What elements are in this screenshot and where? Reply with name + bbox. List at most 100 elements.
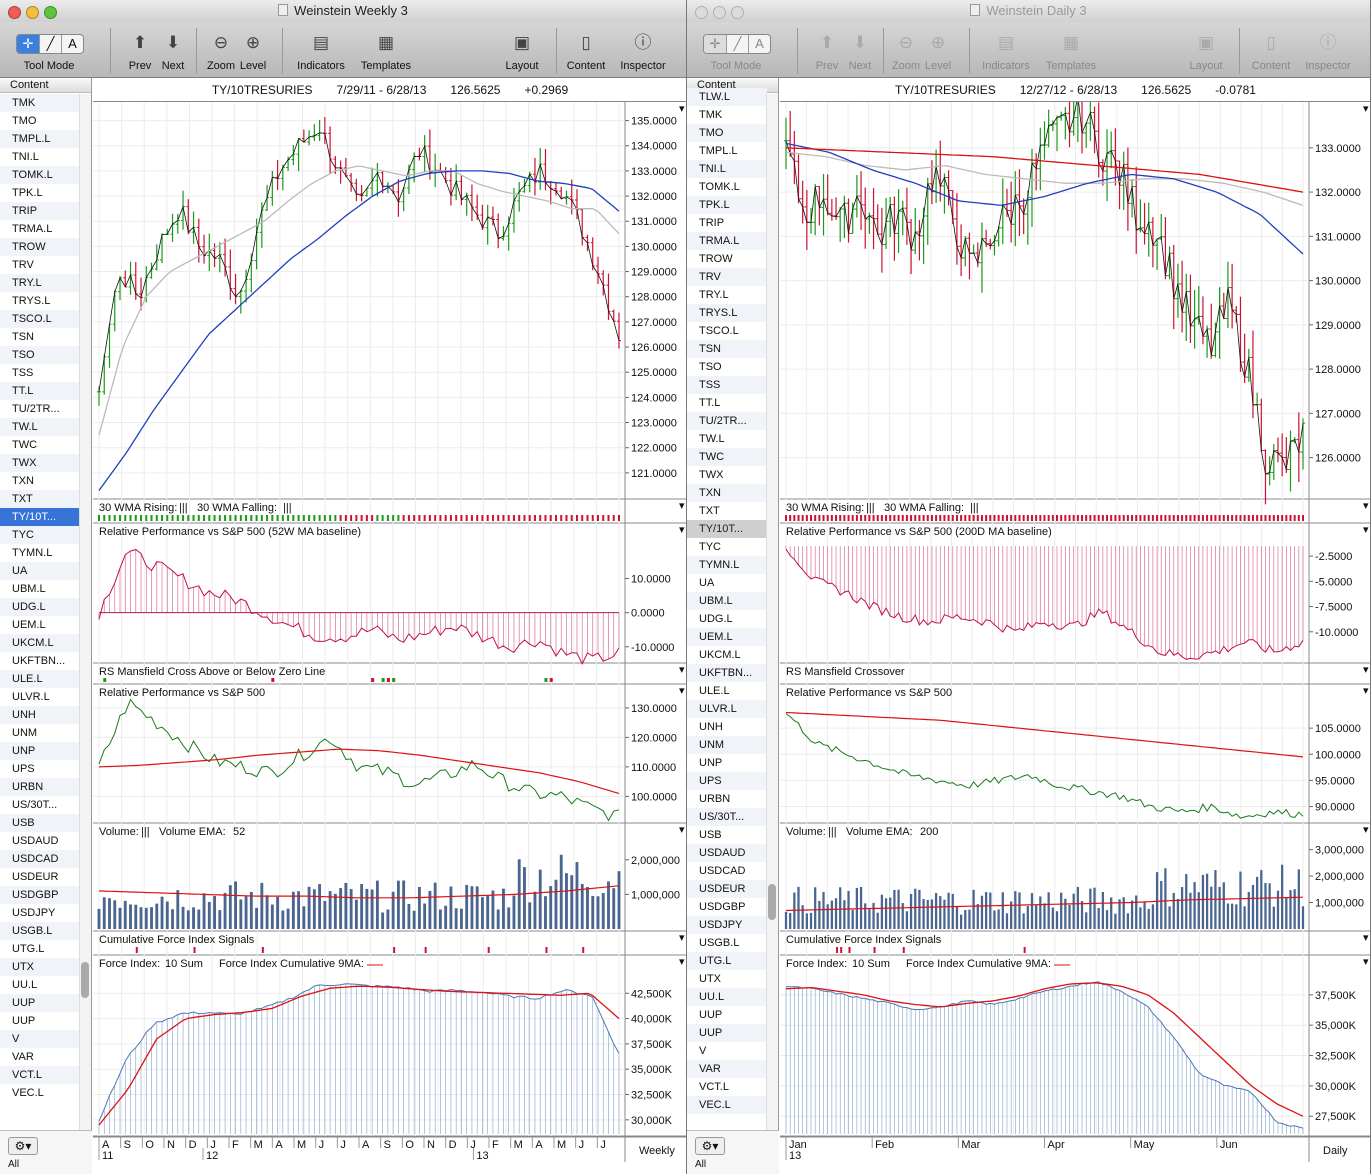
sidebar-item[interactable]: ULVR.L — [0, 688, 80, 706]
prev-button[interactable]: ⬆ Prev — [813, 28, 841, 72]
line-icon[interactable]: ╱ — [726, 35, 748, 53]
sidebar-item[interactable]: V — [687, 1042, 767, 1060]
sidebar-item[interactable]: TOMK.L — [0, 166, 80, 184]
gear-icon[interactable]: ⚙▾ — [8, 1137, 38, 1155]
title-bar[interactable]: Weinstein Daily 3 — [687, 0, 1370, 22]
sidebar-item[interactable]: TXN — [0, 472, 80, 490]
sidebar-item[interactable]: VCT.L — [0, 1066, 80, 1084]
sidebar-item[interactable]: USDAUD — [0, 832, 80, 850]
sidebar-item[interactable]: URBN — [687, 790, 767, 808]
sidebar-item[interactable]: USGB.L — [0, 922, 80, 940]
sidebar-item[interactable]: UPS — [687, 772, 767, 790]
sidebar-item[interactable]: UKFTBN... — [687, 664, 767, 682]
minimize-window-button[interactable] — [26, 6, 39, 19]
sidebar-item[interactable]: TW.L — [687, 430, 767, 448]
sidebar-item[interactable]: UNM — [0, 724, 80, 742]
sidebar-item[interactable]: TRY.L — [0, 274, 80, 292]
sidebar-item[interactable]: ULE.L — [0, 670, 80, 688]
sidebar-item[interactable]: TSO — [0, 346, 80, 364]
sidebar-item[interactable]: UA — [0, 562, 80, 580]
templates-button[interactable]: ▦ Templates — [356, 28, 416, 72]
sidebar-item[interactable]: UUP — [0, 1012, 80, 1030]
all-filter[interactable]: All — [695, 1159, 707, 1170]
sidebar-item[interactable]: TWX — [0, 454, 80, 472]
sidebar-item[interactable]: TYMN.L — [687, 556, 767, 574]
sidebar-item[interactable]: TRY.L — [687, 286, 767, 304]
sidebar-item[interactable]: ULE.L — [687, 682, 767, 700]
crosshair-icon[interactable]: ✛ — [17, 35, 39, 53]
sidebar-item[interactable]: TWC — [0, 436, 80, 454]
sidebar-item[interactable]: UKCM.L — [0, 634, 80, 652]
sidebar-item[interactable]: USDJPY — [687, 916, 767, 934]
zoom-button[interactable]: ⊖ Zoom — [204, 28, 238, 72]
sidebar-item[interactable]: TRV — [0, 256, 80, 274]
sidebar-item[interactable]: USB — [687, 826, 767, 844]
sidebar-item[interactable]: TMK — [687, 106, 767, 124]
sidebar-item[interactable]: VAR — [0, 1048, 80, 1066]
sidebar-item[interactable]: TYC — [0, 526, 80, 544]
sidebar-item[interactable]: UUP — [0, 994, 80, 1012]
sidebar-item[interactable]: USDGBP — [0, 886, 80, 904]
sidebar-item[interactable]: UNH — [0, 706, 80, 724]
indicators-button[interactable]: ▤ Indicators — [292, 28, 350, 72]
sidebar-item[interactable]: TU/2TR... — [0, 400, 80, 418]
sidebar-item[interactable]: TSS — [0, 364, 80, 382]
sidebar-item[interactable]: USB — [0, 814, 80, 832]
sidebar-item[interactable]: TRMA.L — [0, 220, 80, 238]
chart-area[interactable]: TY/10TRESURIES 12/27/12 - 6/28/13 126.5625… — [780, 78, 1370, 1174]
tool-mode-control[interactable]: ✛ ╱ A Tool Mode — [703, 28, 771, 72]
minimize-window-button[interactable] — [713, 6, 726, 19]
tool-mode-control[interactable]: ✛ ╱ A Tool Mode — [16, 28, 84, 72]
sidebar-item[interactable]: TWX — [687, 466, 767, 484]
level-button[interactable]: ⊕ Level — [921, 28, 955, 72]
sidebar-scrollbar[interactable] — [79, 94, 91, 1130]
sidebar-item[interactable]: TWC — [687, 448, 767, 466]
sidebar-item[interactable]: UUP — [687, 1024, 767, 1042]
content-button[interactable]: ▯ Content — [1247, 28, 1295, 72]
zoom-window-button[interactable] — [731, 6, 744, 19]
sidebar-item[interactable]: TOMK.L — [687, 178, 767, 196]
sidebar-item[interactable]: USGB.L — [687, 934, 767, 952]
inspector-button[interactable]: ⓘ Inspector — [1301, 28, 1355, 72]
sidebar-item[interactable]: UEM.L — [687, 628, 767, 646]
indicators-button[interactable]: ▤ Indicators — [977, 28, 1035, 72]
sidebar-item[interactable]: US/30T... — [687, 808, 767, 826]
sidebar-item[interactable]: USDEUR — [687, 880, 767, 898]
sidebar-item[interactable]: TROW — [0, 238, 80, 256]
next-button[interactable]: ⬇ Next — [845, 28, 875, 72]
sidebar-item[interactable]: UDG.L — [0, 598, 80, 616]
sidebar-item[interactable]: UTG.L — [687, 952, 767, 970]
sidebar-item[interactable]: USDEUR — [0, 868, 80, 886]
sidebar-item[interactable]: TMO — [0, 112, 80, 130]
sidebar-item[interactable]: UBM.L — [687, 592, 767, 610]
sidebar-item[interactable]: TRIP — [687, 214, 767, 232]
sidebar-item[interactable]: TRYS.L — [687, 304, 767, 322]
sidebar-item[interactable]: TXT — [687, 502, 767, 520]
sidebar-item[interactable]: UTX — [0, 958, 80, 976]
sidebar-item[interactable]: UA — [687, 574, 767, 592]
sidebar-item[interactable]: TY/10T... — [0, 508, 80, 526]
layout-button[interactable]: ▣ Layout — [500, 28, 544, 72]
text-tool-icon[interactable]: A — [748, 35, 770, 53]
sidebar-item[interactable]: UU.L — [0, 976, 80, 994]
sidebar-item[interactable]: USDCAD — [687, 862, 767, 880]
templates-button[interactable]: ▦ Templates — [1041, 28, 1101, 72]
sidebar-item[interactable]: TSCO.L — [687, 322, 767, 340]
title-bar[interactable]: Weinstein Weekly 3 — [0, 0, 686, 22]
sidebar-item[interactable]: TY/10T... — [687, 520, 767, 538]
sidebar-item[interactable]: TRYS.L — [0, 292, 80, 310]
text-tool-icon[interactable]: A — [61, 35, 83, 53]
gear-icon[interactable]: ⚙▾ — [695, 1137, 725, 1155]
sidebar-item[interactable]: USDAUD — [687, 844, 767, 862]
sidebar-item[interactable]: VCT.L — [687, 1078, 767, 1096]
sidebar-item[interactable]: US/30T... — [0, 796, 80, 814]
line-icon[interactable]: ╱ — [39, 35, 61, 53]
sidebar-item[interactable]: TSN — [687, 340, 767, 358]
sidebar-scrollbar[interactable] — [766, 94, 778, 1130]
sidebar-item[interactable]: VEC.L — [687, 1096, 767, 1114]
sidebar-item[interactable]: UUP — [687, 1006, 767, 1024]
sidebar-item[interactable]: UNP — [687, 754, 767, 772]
sidebar-item[interactable]: UNP — [0, 742, 80, 760]
chart-area[interactable]: TY/10TRESURIES 7/29/11 - 6/28/13 126.5625 +… — [93, 78, 686, 1174]
sidebar-item[interactable]: TSO — [687, 358, 767, 376]
